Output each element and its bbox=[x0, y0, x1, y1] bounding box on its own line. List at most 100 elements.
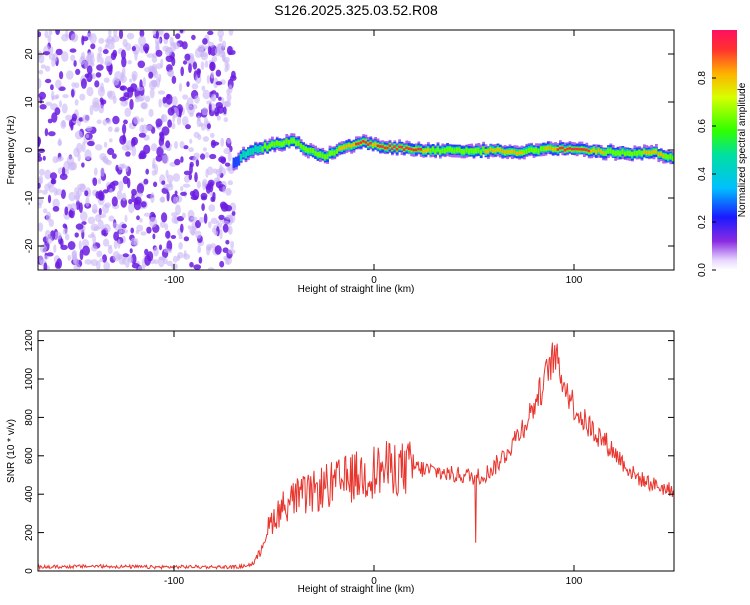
noise-dot bbox=[45, 211, 52, 222]
track-cell bbox=[256, 146, 260, 154]
track-cell bbox=[441, 148, 445, 154]
track-cell bbox=[453, 148, 457, 154]
track-cell bbox=[556, 148, 560, 151]
track-cell bbox=[477, 148, 481, 153]
track-cell bbox=[652, 150, 656, 153]
noise-dot bbox=[42, 189, 48, 195]
noise-dot bbox=[156, 146, 164, 157]
noise-dot bbox=[120, 75, 127, 84]
noise-dot bbox=[82, 245, 90, 256]
noise-dot bbox=[87, 216, 96, 225]
y-tick-label: 800 bbox=[24, 409, 35, 426]
noise-dot bbox=[80, 211, 88, 222]
track-cell bbox=[607, 148, 610, 154]
noise-dot bbox=[195, 159, 200, 167]
noise-dot bbox=[108, 30, 112, 38]
noise-dot bbox=[131, 145, 137, 157]
track-cell bbox=[376, 144, 380, 148]
noise-dot bbox=[128, 202, 135, 214]
noise-dot bbox=[163, 32, 170, 40]
noise-dot bbox=[39, 96, 43, 104]
noise-dot bbox=[139, 30, 145, 38]
noise-dot bbox=[109, 187, 113, 194]
noise-dot bbox=[183, 250, 187, 258]
track-cell bbox=[295, 141, 298, 146]
noise-dot bbox=[54, 231, 62, 240]
track-cell bbox=[657, 153, 661, 156]
track-cell bbox=[338, 147, 341, 151]
noise-dot bbox=[171, 75, 177, 84]
noise-dot bbox=[202, 45, 210, 50]
track-cell bbox=[525, 149, 529, 154]
noise-dot bbox=[75, 68, 81, 75]
x-tick-label: 0 bbox=[371, 576, 377, 587]
noise-dot bbox=[68, 161, 76, 171]
noise-dot bbox=[201, 85, 206, 92]
noise-dot bbox=[144, 254, 151, 266]
noise-dot bbox=[208, 221, 212, 229]
track-cell bbox=[645, 151, 649, 155]
noise-dot bbox=[100, 167, 105, 177]
noise-dot bbox=[211, 55, 218, 63]
y-tick-label: 400 bbox=[24, 485, 35, 502]
noise-dot bbox=[210, 61, 215, 71]
noise-dot bbox=[61, 166, 66, 176]
track-cell bbox=[403, 148, 406, 151]
track-cell bbox=[515, 152, 519, 155]
noise-dot bbox=[183, 236, 190, 242]
noise-dot bbox=[93, 167, 98, 176]
track-cell bbox=[292, 138, 296, 144]
noise-dot bbox=[140, 231, 147, 236]
noise-dot bbox=[219, 228, 223, 240]
noise-dot bbox=[112, 115, 120, 125]
noise-dot bbox=[55, 79, 62, 89]
noise-dot bbox=[148, 71, 154, 79]
noise-dot bbox=[116, 190, 123, 200]
track-cell bbox=[254, 145, 257, 153]
noise-dot bbox=[167, 69, 175, 78]
noise-dot bbox=[120, 229, 129, 234]
noise-dot bbox=[218, 96, 222, 101]
track-cell bbox=[638, 149, 641, 155]
noise-dot bbox=[209, 153, 217, 160]
track-cell bbox=[247, 148, 250, 156]
track-cell bbox=[374, 142, 377, 146]
noise-dot bbox=[60, 120, 67, 129]
noise-dot bbox=[206, 100, 213, 105]
noise-dot bbox=[112, 251, 121, 262]
noise-dot bbox=[131, 262, 140, 269]
noise-dot bbox=[50, 84, 54, 91]
track-cell bbox=[422, 150, 425, 153]
track-cell bbox=[602, 151, 605, 154]
noise-dot bbox=[38, 31, 42, 38]
noise-dot bbox=[113, 231, 119, 241]
track-cell bbox=[609, 148, 613, 154]
noise-dot bbox=[39, 168, 45, 176]
noise-dot bbox=[230, 240, 235, 250]
track-cell bbox=[412, 148, 416, 152]
noise-dot bbox=[159, 196, 166, 203]
track-cell bbox=[244, 151, 248, 159]
noise-dot bbox=[96, 260, 101, 270]
noise-dot bbox=[118, 163, 125, 170]
track-cell bbox=[595, 150, 598, 154]
noise-dot bbox=[165, 230, 171, 239]
noise-dot bbox=[193, 264, 202, 270]
noise-dot bbox=[118, 225, 122, 236]
noise-dot bbox=[159, 133, 165, 142]
noise-dot bbox=[112, 77, 120, 86]
noise-dot bbox=[73, 60, 77, 67]
noise-dot bbox=[108, 215, 115, 222]
track-cell bbox=[559, 146, 562, 150]
noise-dot bbox=[188, 173, 192, 181]
noise-dot bbox=[215, 92, 219, 99]
track-cell bbox=[347, 144, 351, 147]
noise-dot bbox=[143, 212, 151, 217]
track-cell bbox=[647, 151, 651, 154]
track-cell bbox=[328, 151, 332, 156]
noise-dot bbox=[206, 123, 211, 130]
noise-dot bbox=[231, 70, 236, 79]
noise-dot bbox=[202, 89, 211, 100]
noise-dot bbox=[222, 186, 226, 194]
noise-dot bbox=[197, 69, 201, 79]
